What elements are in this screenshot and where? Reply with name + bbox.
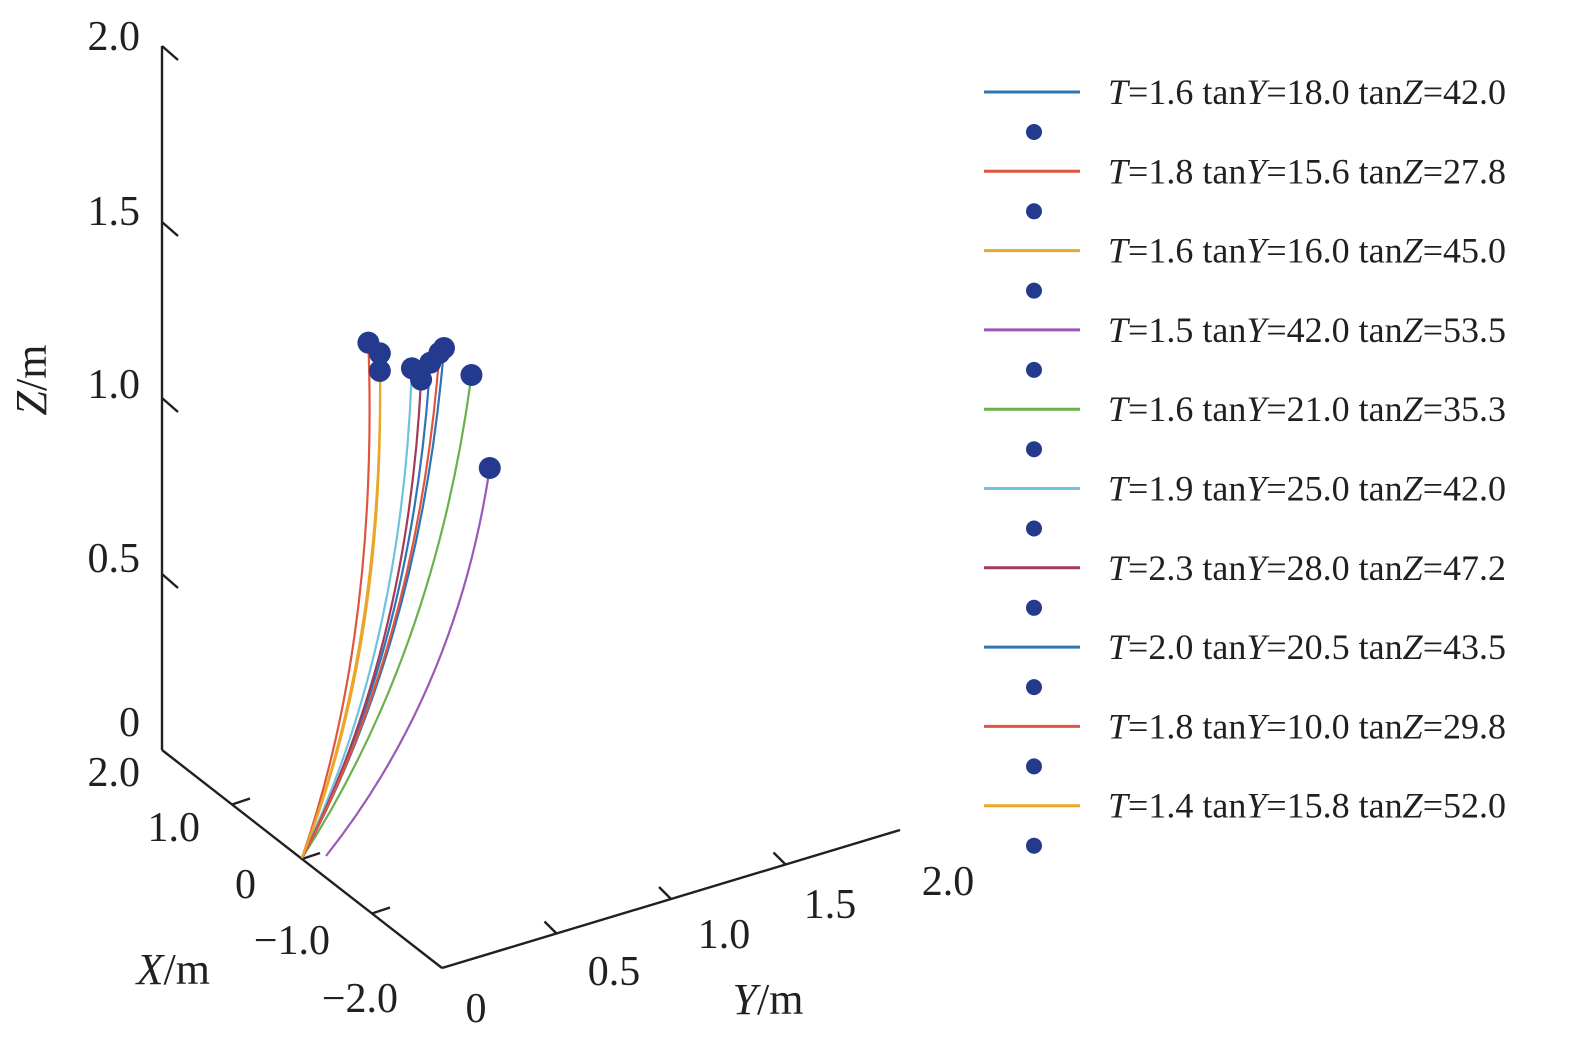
legend-label: T=1.9 tanY=25.0 tanZ=42.0 xyxy=(1108,469,1506,509)
y-tick-label: 2.0 xyxy=(922,859,975,905)
endpoint-marker xyxy=(410,368,433,391)
x-tick xyxy=(301,851,321,861)
legend-marker-swatch xyxy=(1026,124,1042,140)
axes xyxy=(160,46,901,970)
legend-marker-swatch xyxy=(1026,758,1042,775)
legend-label: T=1.5 tanY=42.0 tanZ=53.5 xyxy=(1108,310,1506,350)
legend-marker-swatch xyxy=(1026,679,1042,696)
x-tick-label: 2.0 xyxy=(88,750,141,796)
x-tick xyxy=(231,797,251,806)
legend-label: T=1.6 tanY=21.0 tanZ=35.3 xyxy=(1108,389,1506,429)
y-tick-label: 1.0 xyxy=(698,912,751,958)
legend-marker-swatch xyxy=(1026,441,1042,458)
z-tick xyxy=(161,573,179,589)
trajectory-line xyxy=(300,353,382,859)
endpoint-marker xyxy=(460,363,483,386)
z-tick-label: 1.5 xyxy=(88,189,141,235)
tick-labels: 2.0 1.5 1.0 0.5 0 2.0 1.0 0 −1.0 −2.0 0 … xyxy=(88,14,975,1032)
z-tick xyxy=(161,45,179,61)
endpoint-marker xyxy=(478,457,501,480)
z-tick-label: 0.5 xyxy=(88,536,141,582)
y-tick-label: 0.5 xyxy=(588,949,641,995)
legend-label: T=1.8 tanY=10.0 tanZ=29.8 xyxy=(1108,706,1506,746)
legend-label: T=1.6 tanY=18.0 tanZ=42.0 xyxy=(1108,72,1506,112)
legend-marker-swatch xyxy=(1026,599,1042,616)
z-axis-label: Z/m xyxy=(7,345,56,416)
legend-marker-swatch xyxy=(1026,203,1042,220)
y-tick xyxy=(543,920,558,935)
x-tick-label: −1.0 xyxy=(254,918,330,964)
trajectory-line xyxy=(300,342,371,859)
endpoint-marker xyxy=(368,359,391,382)
trajectory-line xyxy=(301,374,473,859)
y-tick xyxy=(772,851,787,866)
end-markers xyxy=(357,331,501,480)
legend-marker-swatch xyxy=(1026,520,1042,537)
axis-labels: Z/m X/m Y/m xyxy=(7,345,803,1024)
z-tick-label: 1.0 xyxy=(88,362,141,408)
z-tick-label: 2.0 xyxy=(88,14,141,60)
y-axis-label: Y/m xyxy=(733,975,804,1024)
z-tick-label: 0 xyxy=(119,700,140,746)
legend-label: T=2.3 tanY=28.0 tanZ=47.2 xyxy=(1108,548,1506,588)
trajectory-line xyxy=(301,379,423,859)
legend-marker-swatch xyxy=(1026,361,1042,378)
trajectories xyxy=(300,342,491,859)
z-tick xyxy=(161,397,179,413)
endpoint-marker xyxy=(428,341,451,364)
x-tick-label: 0 xyxy=(235,862,256,908)
trajectory-line xyxy=(301,347,446,859)
x-tick-label: 1.0 xyxy=(148,805,201,851)
trajectory-line xyxy=(325,467,491,857)
legend-label: T=1.8 tanY=15.6 tanZ=27.8 xyxy=(1108,151,1506,191)
trajectory-line xyxy=(301,368,414,859)
x-tick-label: −2.0 xyxy=(322,976,398,1022)
tick-marks xyxy=(161,45,787,935)
y-tick-label: 0 xyxy=(466,986,487,1032)
trajectory-line xyxy=(301,352,441,859)
legend-label: T=1.4 tanY=15.8 tanZ=52.0 xyxy=(1108,786,1506,826)
legend-marker-swatch xyxy=(1026,282,1042,299)
z-tick xyxy=(161,221,179,237)
legend-marker-swatch xyxy=(1026,837,1042,854)
x-tick xyxy=(371,906,391,915)
y-tick xyxy=(658,886,672,900)
legend-label: T=2.0 tanY=20.5 tanZ=43.5 xyxy=(1108,627,1506,667)
y-tick-label: 1.5 xyxy=(804,882,857,928)
endpoint-marker xyxy=(368,342,391,365)
legend: T=1.6 tanY=18.0 tanZ=42.0 T=1.8 tanY=15.6… xyxy=(984,72,1506,854)
legend-label: T=1.6 tanY=16.0 tanZ=45.0 xyxy=(1108,231,1506,271)
x-axis-label: X/m xyxy=(135,945,210,994)
